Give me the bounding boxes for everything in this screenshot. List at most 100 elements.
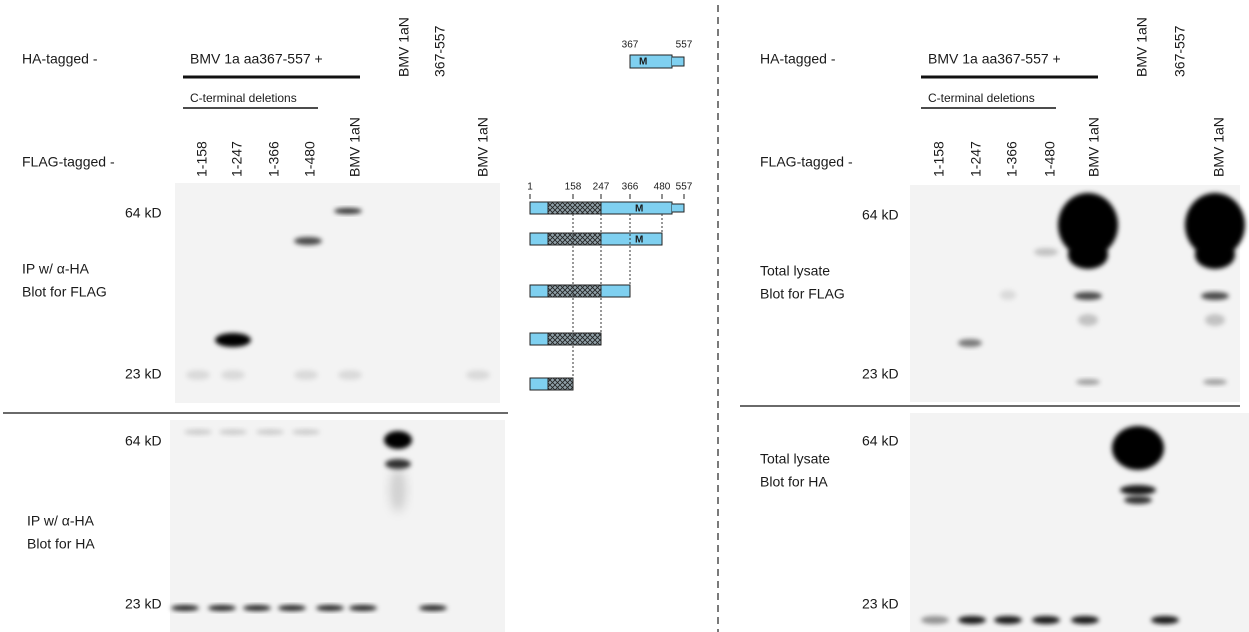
band [1068, 241, 1108, 269]
marker-label: 64 kD [125, 433, 162, 449]
flag-lane-label: 1-158 [194, 141, 210, 177]
marker-label: 23 kD [125, 596, 162, 612]
flag-lane-label: 1-158 [931, 141, 947, 177]
marker-label: 23 kD [862, 596, 899, 612]
domain-label: M [635, 235, 643, 246]
band [221, 370, 245, 380]
band [256, 429, 284, 435]
flag-lane-label: 1-366 [1004, 141, 1020, 177]
band [1032, 616, 1060, 624]
position-label: 480 [654, 182, 671, 193]
domain-label: M [639, 57, 647, 68]
band [1120, 485, 1156, 495]
blot-label: Blot for HA [760, 474, 828, 490]
band [1074, 292, 1102, 300]
domain-label: M [635, 204, 643, 215]
marker-label: 64 kD [862, 207, 899, 223]
band [466, 370, 490, 380]
blot-label: IP w/ α-HA [22, 261, 90, 277]
band [1000, 290, 1016, 300]
band [1203, 379, 1227, 385]
band [171, 605, 199, 611]
hatched-region [548, 333, 601, 345]
band [243, 605, 271, 611]
band [316, 605, 344, 611]
construct-label: BMV 1a aa367-557 + [190, 51, 323, 67]
marker-label: 64 kD [125, 205, 162, 221]
flag-tagged-label: FLAG-tagged - [760, 154, 853, 170]
blot-label: Total lysate [760, 451, 830, 467]
ha-tagged-label: HA-tagged - [760, 51, 836, 67]
band [958, 339, 982, 347]
band [186, 370, 210, 380]
marker-label: 64 kD [862, 433, 899, 449]
flag-lane-label: BMV 1aN [1211, 117, 1227, 177]
band [1205, 314, 1225, 326]
band [1034, 248, 1058, 256]
ha-tagged-label: HA-tagged - [22, 51, 98, 67]
position-label: 1 [527, 182, 533, 193]
band [1124, 496, 1152, 504]
position-label: 557 [676, 182, 693, 193]
band [219, 429, 247, 435]
blot-label: Blot for FLAG [760, 286, 845, 302]
deletion-label: C-terminal deletions [190, 91, 297, 105]
blot-label: Blot for HA [27, 536, 95, 552]
flag-lane-label: BMV 1aN [347, 117, 363, 177]
ha-lane-label: 367-557 [432, 25, 448, 77]
domain-tail [672, 57, 684, 66]
fragment-end: 557 [676, 40, 693, 51]
band [349, 605, 377, 611]
band [294, 370, 318, 380]
band [278, 605, 306, 611]
flag-lane-label: 1-247 [968, 141, 984, 177]
blot-label: Total lysate [760, 263, 830, 279]
blot-label: Blot for FLAG [22, 284, 107, 300]
construct-label: BMV 1a aa367-557 + [928, 51, 1061, 67]
hatched-region [548, 233, 601, 245]
band [334, 208, 362, 214]
band [994, 616, 1022, 624]
band [184, 429, 212, 435]
band [338, 370, 362, 380]
band [390, 468, 406, 512]
ha-lane-label: 367-557 [1172, 25, 1188, 77]
blot [175, 183, 500, 403]
band [1201, 292, 1229, 300]
band [1071, 616, 1099, 624]
domain-tail [672, 204, 684, 212]
deletion-label: C-terminal deletions [928, 91, 1035, 105]
flag-lane-label: 1-366 [266, 141, 282, 177]
band [1195, 241, 1235, 269]
marker-label: 23 kD [862, 366, 899, 382]
band [1112, 426, 1164, 470]
fragment-end: 367 [622, 40, 639, 51]
band [294, 237, 322, 245]
flag-lane-label: BMV 1aN [475, 117, 491, 177]
flag-lane-label: BMV 1aN [1086, 117, 1102, 177]
band [385, 459, 411, 469]
band [921, 616, 949, 624]
domain-bar [630, 55, 672, 68]
blot [170, 420, 505, 632]
flag-lane-label: 1-480 [302, 141, 318, 177]
blot-label: IP w/ α-HA [27, 513, 95, 529]
band [292, 429, 320, 435]
flag-lane-label: 1-480 [1042, 141, 1058, 177]
blot [910, 413, 1249, 632]
hatched-region [548, 285, 601, 297]
marker-label: 23 kD [125, 366, 162, 382]
flag-tagged-label: FLAG-tagged - [22, 154, 115, 170]
band [384, 431, 412, 449]
figure: HA-tagged - BMV 1a aa367-557 + BMV 1aN 367-… [0, 0, 1249, 632]
ha-lane-label: BMV 1aN [1134, 17, 1150, 77]
position-label: 247 [593, 182, 610, 193]
hatched-region [548, 202, 601, 214]
hatched-region [548, 378, 573, 390]
band [215, 333, 251, 347]
band [958, 616, 986, 624]
band [1151, 616, 1179, 624]
band [1076, 379, 1100, 385]
band [1078, 314, 1098, 326]
band [208, 605, 236, 611]
